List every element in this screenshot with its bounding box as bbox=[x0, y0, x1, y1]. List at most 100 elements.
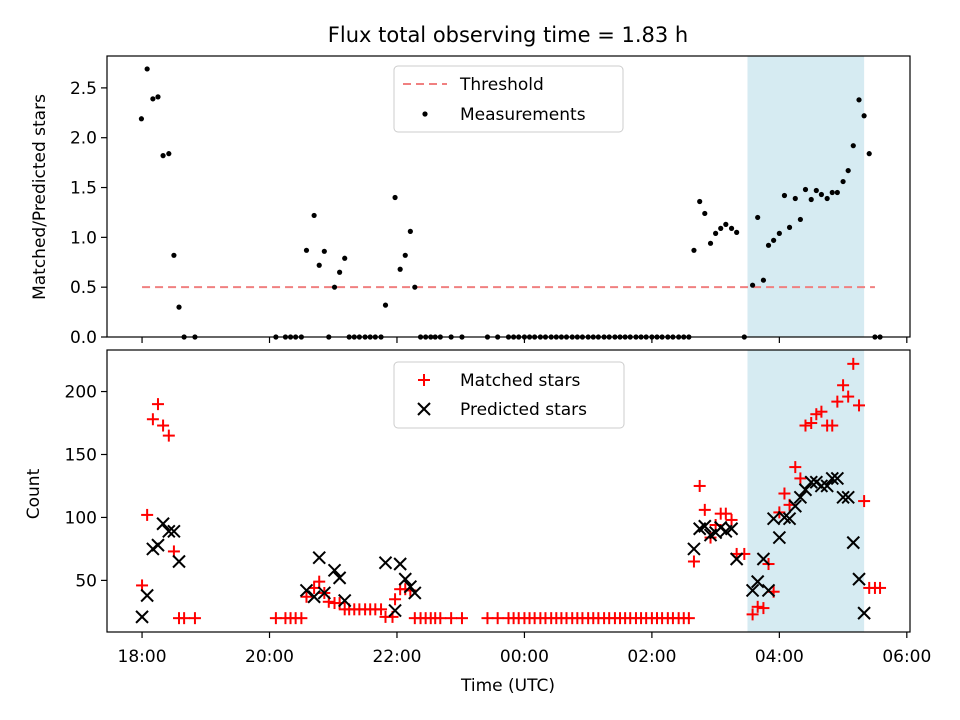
matched-star-point bbox=[455, 612, 468, 625]
measurement-point bbox=[749, 282, 756, 288]
matched-star-points bbox=[136, 357, 887, 625]
count-legend-box bbox=[393, 361, 625, 429]
measurement-point bbox=[691, 247, 697, 253]
measurement-point bbox=[760, 277, 767, 283]
predicted-star-point bbox=[327, 563, 342, 578]
count-y-tick-label: 150 bbox=[65, 445, 97, 465]
measurement-point bbox=[834, 189, 840, 196]
measurement-point bbox=[840, 178, 846, 185]
predicted-star-point bbox=[846, 535, 860, 550]
predicted-star-point bbox=[156, 517, 170, 531]
measurement-point bbox=[392, 194, 398, 201]
measurement-point bbox=[866, 151, 872, 157]
measurement-point bbox=[176, 304, 182, 310]
measurement-point bbox=[755, 214, 761, 221]
matched-star-point bbox=[682, 612, 695, 625]
matched-star-point bbox=[157, 419, 170, 432]
matched-star-point bbox=[789, 461, 802, 474]
ratio-x-ticks bbox=[141, 337, 908, 343]
matched-star-point bbox=[300, 590, 313, 603]
predicted-star-point bbox=[745, 583, 760, 598]
ratio-y-tick-label: 1.5 bbox=[70, 179, 97, 199]
predicted-star-point bbox=[312, 551, 326, 565]
matched-star-point bbox=[141, 508, 154, 521]
predicted-star-point bbox=[393, 557, 407, 571]
measurement-point bbox=[781, 192, 788, 199]
matched-star-point bbox=[481, 612, 494, 625]
count-plot-frame bbox=[106, 349, 911, 633]
predicted-star-point bbox=[793, 490, 808, 505]
predicted-star-point bbox=[782, 511, 797, 526]
measurement-point bbox=[771, 237, 777, 243]
predicted-star-point bbox=[804, 475, 818, 489]
measurement-point bbox=[697, 198, 703, 205]
matched-star-point bbox=[805, 417, 818, 430]
x-tick-label: 00:00 bbox=[500, 647, 549, 667]
predicted-star-point bbox=[687, 542, 701, 556]
matched-star-point bbox=[858, 495, 871, 508]
predicted-star-point bbox=[825, 471, 839, 486]
measurement-point bbox=[160, 153, 166, 159]
measurement-point bbox=[776, 230, 782, 236]
measurement-point bbox=[765, 242, 772, 248]
measurement-point bbox=[723, 221, 729, 228]
legend-predicted-swatch bbox=[417, 402, 431, 416]
ratio-y-tick-label: 0.5 bbox=[70, 278, 97, 298]
predicted-star-point bbox=[729, 552, 744, 566]
ratio-y-axis: 0.0 0.5 1.0 1.5 2.0 2.5 bbox=[70, 79, 107, 348]
matched-star-point bbox=[313, 575, 326, 588]
count-plot: 50 100 150 200 18:00 20:00 22:00 00:00 02:00 04:… bbox=[65, 349, 931, 667]
matched-star-point bbox=[831, 395, 844, 408]
predicted-star-point bbox=[857, 606, 871, 620]
ratio-highlight-band bbox=[747, 56, 865, 337]
measurement-point bbox=[813, 187, 819, 194]
legend-threshold-label: Threshold bbox=[459, 75, 544, 95]
matched-star-point bbox=[178, 612, 191, 625]
measurement-point bbox=[850, 143, 856, 149]
matched-star-point bbox=[445, 612, 458, 625]
ratio-y-tick-label: 2.5 bbox=[70, 79, 97, 99]
measurement-point bbox=[331, 284, 338, 290]
predicted-star-point bbox=[307, 590, 321, 604]
measurement-point bbox=[412, 284, 418, 290]
predicted-star-point bbox=[852, 572, 866, 586]
matched-star-point bbox=[757, 602, 770, 615]
predicted-star-point bbox=[724, 522, 739, 536]
measurement-point bbox=[155, 94, 161, 100]
chart-title: Flux total observing time = 1.83 h bbox=[328, 23, 688, 47]
measurement-point bbox=[397, 266, 403, 272]
predicted-star-point bbox=[408, 586, 422, 600]
measurement-point bbox=[166, 151, 172, 157]
count-x-axis: 18:00 20:00 22:00 00:00 02:00 04:00 06:00 bbox=[118, 632, 931, 667]
measurement-point bbox=[718, 225, 724, 231]
x-tick-label: 22:00 bbox=[372, 647, 421, 667]
predicted-star-point bbox=[841, 490, 855, 505]
matched-star-point bbox=[162, 429, 175, 442]
matched-star-point bbox=[874, 581, 887, 594]
measurement-point bbox=[407, 228, 413, 234]
matched-star-point bbox=[389, 593, 402, 606]
measurement-point bbox=[728, 225, 735, 231]
measurement-point bbox=[303, 247, 310, 253]
ratio-y-tick-label: 0.0 bbox=[70, 328, 97, 348]
matched-star-point bbox=[698, 503, 711, 516]
predicted-star-point bbox=[788, 499, 802, 513]
matched-star-point bbox=[837, 379, 850, 392]
predicted-star-point bbox=[317, 586, 332, 600]
measurement-point bbox=[382, 302, 389, 308]
matched-star-point bbox=[810, 408, 823, 421]
x-tick-label: 06:00 bbox=[882, 647, 931, 667]
predicted-star-point bbox=[820, 479, 834, 493]
matched-star-point bbox=[725, 513, 738, 526]
measurement-point bbox=[150, 96, 156, 102]
measurement-point bbox=[337, 269, 343, 275]
legend-matched-label: Matched stars bbox=[460, 371, 580, 391]
predicted-star-point bbox=[338, 593, 352, 608]
ratio-y-tick-label: 1.0 bbox=[70, 228, 97, 248]
predicted-star-point bbox=[777, 510, 792, 525]
predicted-star-point bbox=[772, 530, 787, 545]
count-legend: Matched stars Predicted stars bbox=[393, 361, 625, 429]
measurement-point bbox=[856, 97, 862, 103]
measurement-point bbox=[707, 240, 714, 246]
measurement-point bbox=[861, 113, 867, 119]
